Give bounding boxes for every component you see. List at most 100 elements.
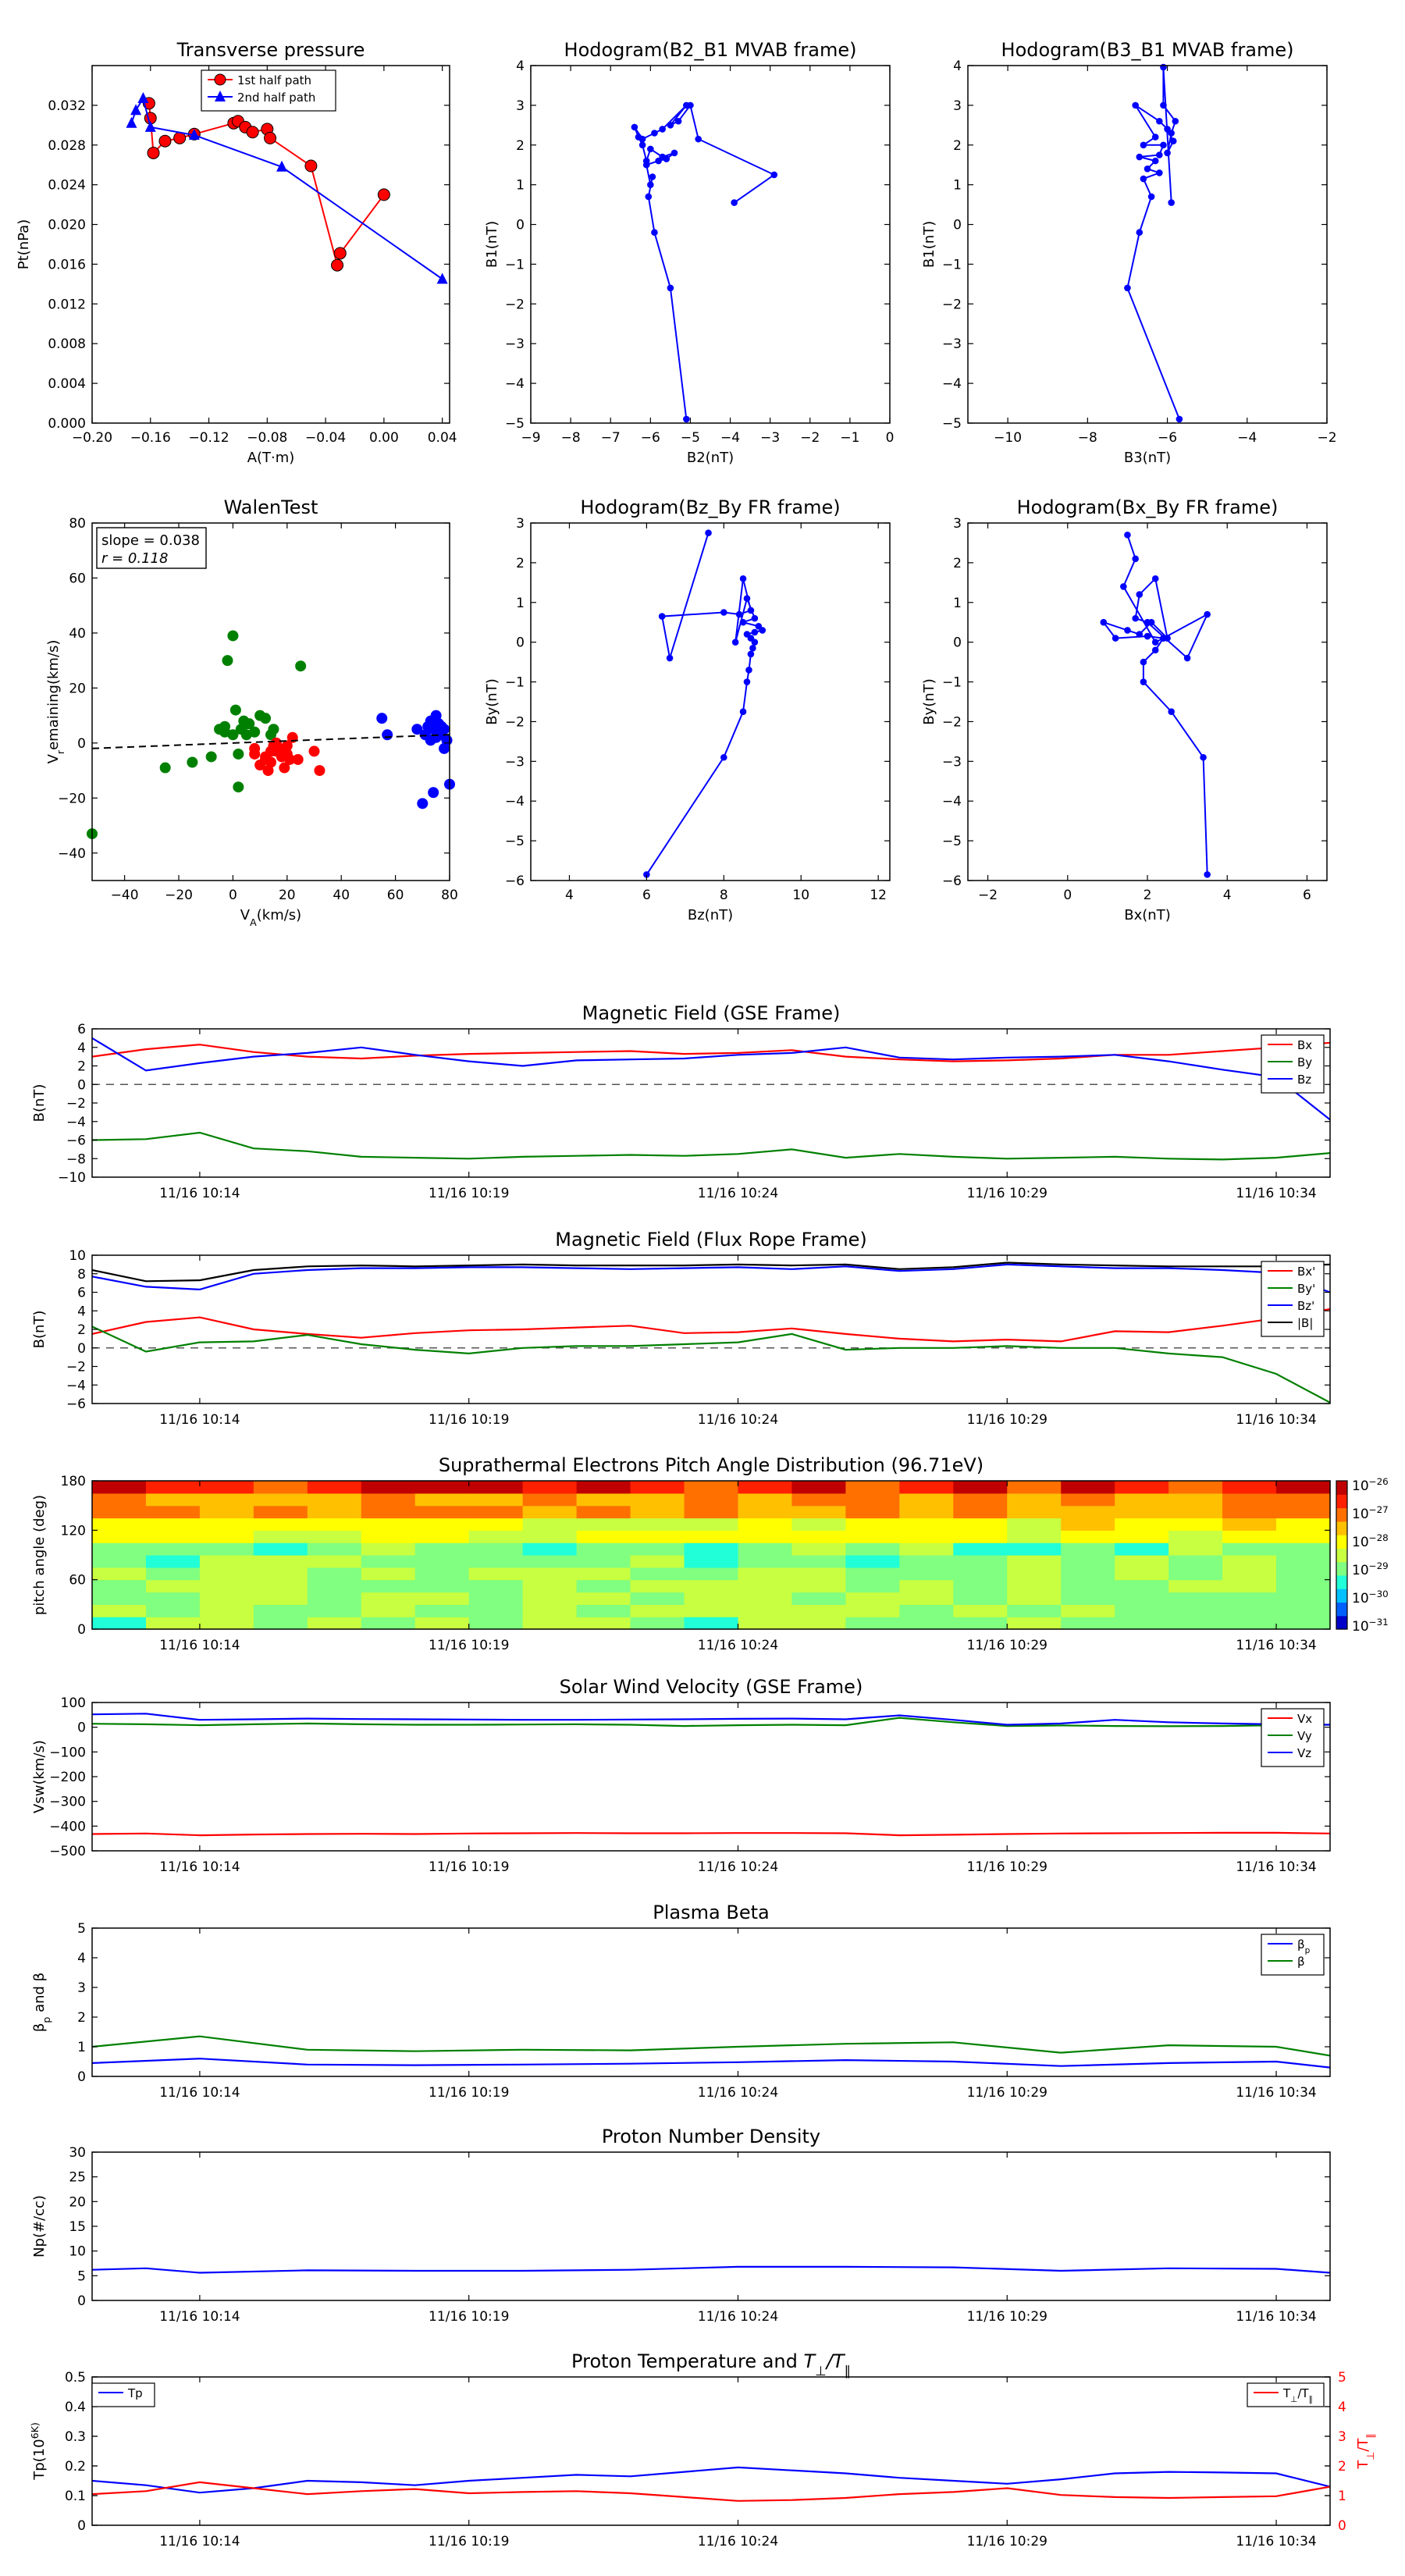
time-tick-label: 11/16 10:14	[159, 2309, 240, 2325]
legend-label: β	[1297, 1955, 1305, 1969]
data-point	[1151, 646, 1159, 654]
heatmap-cell	[1061, 1530, 1115, 1543]
data-point	[747, 607, 755, 614]
y-tick-label: −20	[58, 791, 86, 806]
data-point	[720, 609, 727, 616]
heatmap-cell	[953, 1579, 1008, 1593]
heatmap-cell	[1115, 1517, 1169, 1531]
chart-title: Plasma Beta	[653, 1902, 769, 1923]
colorbar-step	[1336, 1602, 1347, 1617]
y-axis-label: B(nT)	[31, 1084, 48, 1123]
heatmap-cell	[1061, 1505, 1115, 1519]
x-axis-label: B3(nT)	[1124, 450, 1171, 466]
time-tick-label: 11/16 10:19	[429, 2309, 509, 2325]
y-tick-label: 80	[69, 516, 86, 532]
time-tick-label: 11/16 10:14	[159, 1638, 240, 1653]
heatmap-cell	[1222, 1555, 1277, 1568]
data-point	[249, 742, 261, 754]
chart-title: Proton Number Density	[602, 2126, 820, 2147]
legend: Bx By Bz	[1261, 1034, 1325, 1094]
heatmap-cell	[1222, 1530, 1277, 1543]
heatmap-cell	[199, 1555, 254, 1568]
data-point	[304, 159, 318, 173]
data-point	[229, 704, 241, 716]
legend-label: Vy	[1297, 1729, 1312, 1743]
heatmap-cell	[92, 1505, 147, 1519]
time-tick-label: 11/16 10:34	[1236, 2085, 1316, 2101]
time-tick-label: 11/16 10:34	[1236, 1638, 1316, 1653]
heatmap-cell	[630, 1579, 685, 1593]
legend-label: Vx	[1297, 1712, 1312, 1726]
heatmap-cell	[1007, 1604, 1062, 1617]
data-point	[1156, 151, 1163, 158]
x-tick-label: −8	[1078, 430, 1097, 446]
legend-label: Bz'	[1297, 1299, 1314, 1313]
chart-title: Hodogram(Bx_By FR frame)	[1017, 496, 1279, 518]
y-tick-label: 0.3	[65, 2429, 86, 2445]
heatmap-cell	[1276, 1604, 1331, 1617]
heatmap-cell	[199, 1505, 254, 1519]
data-point	[759, 627, 767, 634]
y-tick-label: −40	[58, 846, 86, 862]
time-tick-label: 11/16 10:29	[967, 2309, 1048, 2325]
colorbar-label: 10−28	[1352, 1532, 1389, 1550]
data-point	[1172, 117, 1179, 125]
x-axis-label: Bx(nT)	[1124, 907, 1170, 923]
time-tick-label: 11/16 10:29	[967, 1412, 1048, 1428]
x-tick-label: −5	[681, 430, 700, 446]
heatmap-cell	[522, 1604, 578, 1617]
heatmap-cell	[1168, 1579, 1223, 1593]
y-axis-label: pitch angle (deg)	[31, 1495, 48, 1615]
data-point	[377, 188, 390, 201]
y-tick-label: −3	[505, 754, 525, 770]
x-tick-label: −0.08	[247, 430, 287, 446]
heatmap-cell	[1007, 1493, 1062, 1507]
heatmap-cell	[361, 1567, 416, 1581]
heatmap-cell	[845, 1617, 900, 1630]
legend-label: |B|	[1297, 1316, 1313, 1330]
time-tick-label: 11/16 10:29	[967, 2534, 1048, 2549]
colorbar-step	[1336, 1615, 1347, 1630]
chart-title: Transverse pressure	[176, 39, 365, 61]
heatmap-cell	[899, 1517, 954, 1531]
heatmap-cell	[738, 1542, 793, 1556]
heatmap-cell	[1007, 1530, 1062, 1543]
heatmap-cell	[92, 1617, 147, 1630]
heatmap-cell	[738, 1555, 793, 1568]
chart-title: Hodogram(B3_B1 MVAB frame)	[1001, 39, 1294, 61]
x-tick-label: 10	[792, 888, 809, 903]
data-point	[739, 575, 747, 582]
y-tick-label: −100	[49, 1745, 86, 1760]
heatmap-cell	[1061, 1567, 1115, 1581]
legend-label: βp	[1297, 1937, 1311, 1955]
chart-mag-flux-rope: Magnetic Field (Flux Rope Frame) 11/16 10…	[31, 1229, 1331, 1428]
heatmap-cell	[307, 1617, 362, 1630]
time-tick-label: 11/16 10:24	[698, 1638, 778, 1653]
y-tick-label: −2	[942, 297, 962, 312]
legend-label: By	[1297, 1055, 1312, 1069]
heatmap-cell	[145, 1592, 201, 1605]
heatmap-cell	[1061, 1604, 1115, 1617]
data-point	[1168, 708, 1175, 716]
plot-frame	[91, 522, 450, 881]
data-point	[260, 713, 272, 724]
heatmap-cell	[953, 1567, 1008, 1581]
y-tick-label: 0	[953, 218, 962, 233]
data-point	[428, 787, 439, 799]
heatmap-cell	[791, 1542, 846, 1556]
heatmap-cell	[307, 1555, 362, 1568]
x-tick-label: −4	[720, 430, 740, 446]
heatmap-cell	[468, 1579, 524, 1593]
y-tick-label: −400	[49, 1819, 86, 1834]
heatmap-cell	[253, 1555, 308, 1568]
data-point	[1136, 591, 1144, 598]
x-tick-label: −20	[165, 888, 193, 903]
data-point	[1124, 531, 1131, 539]
data-point	[755, 623, 763, 630]
data-point	[1160, 101, 1167, 109]
heatmap-cell	[145, 1542, 201, 1556]
data-point	[735, 610, 743, 618]
heatmap-cells	[92, 1481, 1331, 1630]
y-tick-label: −3	[505, 336, 525, 352]
x-tick-label: −2	[800, 430, 820, 446]
